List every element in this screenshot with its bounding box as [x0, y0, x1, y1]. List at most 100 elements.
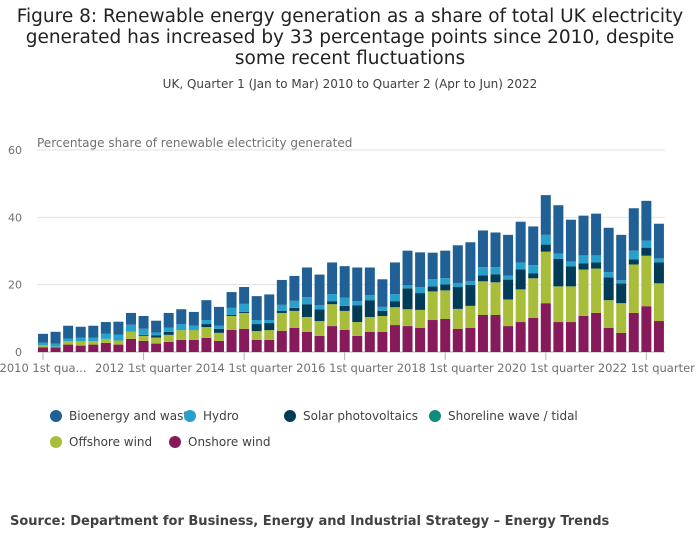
bar-segment-offshore-wind[interactable]: 2022 Q1 Offshore wind: 15 [641, 255, 652, 307]
bar-segment-solar-photovoltaics[interactable]: 2017 Q4 Solar photovoltaics: 1.5 [427, 286, 438, 292]
bar-2018-q4[interactable]: 2018 Q4 Onshore wind: 112018 Q4 Offshore… [477, 230, 488, 352]
bar-segment-hydro[interactable]: 2021 Q4 Hydro: 2.6 [628, 250, 639, 260]
bar-segment-solar-photovoltaics[interactable]: 2015 Q3 Solar photovoltaics: 3.5 [314, 309, 325, 322]
bar-segment-offshore-wind[interactable]: 2017 Q2 Offshore wind: 5 [402, 309, 413, 327]
bar-segment-bioenergy-and-waste[interactable]: 2013 Q3 Bioenergy and waste: 5.6 [213, 306, 224, 326]
bar-segment-solar-photovoltaics[interactable]: 2019 Q3 Solar photovoltaics: 5.9 [515, 269, 526, 290]
bar-segment-solar-photovoltaics[interactable]: 2018 Q2 Solar photovoltaics: 6.5 [452, 287, 463, 309]
bar-segment-solar-photovoltaics[interactable]: 2013 Q4 Solar photovoltaics: 0.3 [226, 314, 237, 316]
bar-2015-q3[interactable]: 2015 Q3 Onshore wind: 4.82015 Q3 Offshor… [314, 274, 325, 352]
bar-segment-offshore-wind[interactable]: 2012 Q2 Offshore wind: 1.8 [151, 337, 162, 344]
bar-segment-solar-photovoltaics[interactable]: 2021 Q4 Solar photovoltaics: 1.5 [628, 259, 639, 265]
bar-segment-hydro[interactable]: 2010 Q1 Hydro: 0.8 [38, 342, 48, 346]
bar-segment-offshore-wind[interactable]: 2019 Q1 Offshore wind: 9.7 [490, 282, 501, 315]
bar-segment-onshore-wind[interactable]: 2019 Q2 Onshore wind: 7.7 [503, 326, 514, 352]
bar-segment-bioenergy-and-waste[interactable]: 2011 Q4 Bioenergy and waste: 3.5 [125, 312, 136, 325]
bar-segment-onshore-wind[interactable]: 2020 Q2 Onshore wind: 8.9 [553, 322, 564, 352]
bar-segment-hydro[interactable]: 2015 Q2 Hydro: 2.1 [301, 297, 312, 305]
bar-segment-offshore-wind[interactable]: 2015 Q4 Offshore wind: 6.5 [327, 304, 338, 327]
bar-2012-q1[interactable]: 2012 Q1 Onshore wind: 3.32012 Q1 Offshor… [138, 315, 149, 352]
bar-segment-onshore-wind[interactable]: 2018 Q2 Onshore wind: 6.9 [452, 328, 463, 352]
bar-segment-offshore-wind[interactable]: 2021 Q2 Offshore wind: 8.2 [603, 300, 614, 328]
bar-segment-offshore-wind[interactable]: 2011 Q2 Offshore wind: 1.2 [100, 338, 111, 343]
bar-2017-q3[interactable]: 2017 Q3 Onshore wind: 7.22017 Q3 Offshor… [415, 252, 426, 352]
bar-segment-bioenergy-and-waste[interactable]: 2021 Q1 Bioenergy and waste: 12.4 [591, 213, 602, 256]
bar-segment-bioenergy-and-waste[interactable]: 2014 Q2 Bioenergy and waste: 7.1 [251, 296, 262, 321]
bar-segment-onshore-wind[interactable]: 2014 Q2 Onshore wind: 3.6 [251, 339, 262, 352]
bar-segment-solar-photovoltaics[interactable]: 2022 Q2 Solar photovoltaics: 6.2 [653, 262, 664, 284]
bar-segment-solar-photovoltaics[interactable]: 2014 Q1 Solar photovoltaics: 0.3 [239, 311, 250, 313]
bar-segment-offshore-wind[interactable]: 2018 Q4 Offshore wind: 10 [477, 281, 488, 315]
bar-2020-q3[interactable]: 2020 Q3 Onshore wind: 8.92020 Q3 Offshor… [565, 219, 576, 352]
bar-segment-offshore-wind[interactable]: 2011 Q4 Offshore wind: 2.1 [125, 331, 136, 339]
bar-segment-onshore-wind[interactable]: 2021 Q3 Onshore wind: 5.7 [616, 332, 627, 352]
bar-segment-hydro[interactable]: 2021 Q3 Hydro: 0.9 [616, 280, 627, 284]
bar-segment-bioenergy-and-waste[interactable]: 2016 Q1 Bioenergy and waste: 9.4 [339, 266, 350, 298]
bar-segment-onshore-wind[interactable]: 2020 Q4 Onshore wind: 10.7 [578, 315, 589, 352]
bar-segment-bioenergy-and-waste[interactable]: 2017 Q3 Bioenergy and waste: 10.3 [415, 252, 426, 288]
bar-segment-offshore-wind[interactable]: 2014 Q4 Offshore wind: 5.3 [276, 312, 287, 331]
bar-segment-bioenergy-and-waste[interactable]: 2020 Q3 Bioenergy and waste: 12.4 [565, 219, 576, 262]
bar-segment-solar-photovoltaics[interactable]: 2022 Q1 Solar photovoltaics: 2.4 [641, 247, 652, 256]
bar-segment-offshore-wind[interactable]: 2019 Q4 Offshore wind: 11.8 [528, 278, 539, 318]
bar-segment-onshore-wind[interactable]: 2018 Q4 Onshore wind: 11 [477, 314, 488, 352]
bar-segment-hydro[interactable]: 2016 Q4 Hydro: 1.2 [377, 306, 388, 311]
bar-segment-onshore-wind[interactable]: 2021 Q2 Onshore wind: 7.2 [603, 327, 614, 352]
bar-segment-hydro[interactable]: 2021 Q2 Hydro: 1.5 [603, 272, 614, 278]
bar-segment-solar-photovoltaics[interactable]: 2016 Q1 Solar photovoltaics: 1.5 [339, 305, 350, 311]
bar-2013-q1[interactable]: 2013 Q1 Onshore wind: 3.62013 Q1 Offshor… [188, 311, 199, 352]
bar-segment-hydro[interactable]: 2022 Q2 Hydro: 1.2 [653, 258, 664, 263]
bar-segment-solar-photovoltaics[interactable]: 2012 Q1 Solar photovoltaics: 0.3 [138, 334, 149, 336]
bar-segment-onshore-wind[interactable]: 2012 Q2 Onshore wind: 2.5 [151, 343, 162, 352]
bar-2011-q2[interactable]: 2011 Q2 Onshore wind: 2.72011 Q2 Offshor… [100, 322, 111, 352]
bar-segment-offshore-wind[interactable]: 2021 Q4 Offshore wind: 14.4 [628, 264, 639, 313]
bar-2017-q2[interactable]: 2017 Q2 Onshore wind: 7.72017 Q2 Offshor… [402, 250, 413, 352]
bar-segment-offshore-wind[interactable]: 2016 Q4 Offshore wind: 4.7 [377, 315, 388, 332]
bar-segment-onshore-wind[interactable]: 2011 Q1 Onshore wind: 2.2 [88, 344, 99, 352]
bar-segment-onshore-wind[interactable]: 2010 Q3 Onshore wind: 2.2 [63, 344, 74, 352]
bar-segment-onshore-wind[interactable]: 2021 Q4 Onshore wind: 11.6 [628, 312, 639, 352]
bar-segment-solar-photovoltaics[interactable]: 2016 Q4 Solar photovoltaics: 1.5 [377, 310, 388, 316]
bar-segment-solar-photovoltaics[interactable]: 2019 Q2 Solar photovoltaics: 5.9 [503, 279, 514, 300]
bar-segment-hydro[interactable]: 2013 Q1 Hydro: 1.2 [188, 325, 199, 330]
bar-segment-offshore-wind[interactable]: 2013 Q4 Offshore wind: 4.1 [226, 315, 237, 330]
bar-segment-onshore-wind[interactable]: 2011 Q4 Onshore wind: 3.9 [125, 338, 136, 352]
bar-segment-onshore-wind[interactable]: 2013 Q3 Onshore wind: 3.3 [213, 340, 224, 352]
bar-segment-hydro[interactable]: 2011 Q3 Hydro: 1.8 [113, 334, 124, 341]
bar-segment-bioenergy-and-waste[interactable]: 2015 Q3 Bioenergy and waste: 9.1 [314, 274, 325, 306]
bar-segment-hydro[interactable]: 2017 Q2 Hydro: 0.9 [402, 285, 413, 289]
bar-segment-offshore-wind[interactable]: 2015 Q1 Offshore wind: 5 [289, 310, 300, 328]
legend-item-offshore-wind[interactable]: Offshore wind [50, 435, 152, 449]
bar-segment-offshore-wind[interactable]: 2010 Q4 Offshore wind: 1.3 [75, 341, 86, 346]
bar-segment-bioenergy-and-waste[interactable]: 2021 Q2 Bioenergy and waste: 13.2 [603, 227, 614, 273]
bar-segment-hydro[interactable]: 2020 Q4 Hydro: 2.4 [578, 255, 589, 264]
bar-2014-q2[interactable]: 2014 Q2 Onshore wind: 3.62014 Q2 Offshor… [251, 296, 262, 352]
bar-segment-bioenergy-and-waste[interactable]: 2011 Q1 Bioenergy and waste: 3.5 [88, 325, 99, 338]
bar-2012-q2[interactable]: 2012 Q2 Onshore wind: 2.52012 Q2 Offshor… [151, 320, 162, 352]
bar-segment-solar-photovoltaics[interactable]: 2015 Q2 Solar photovoltaics: 3.8 [301, 304, 312, 317]
bar-segment-onshore-wind[interactable]: 2015 Q4 Onshore wind: 7.7 [327, 326, 338, 352]
bar-segment-solar-photovoltaics[interactable]: 2019 Q4 Solar photovoltaics: 1.5 [528, 273, 539, 279]
bar-2015-q4[interactable]: 2015 Q4 Onshore wind: 7.72015 Q4 Offshor… [327, 262, 338, 352]
bar-segment-bioenergy-and-waste[interactable]: 2022 Q1 Bioenergy and waste: 11.8 [641, 200, 652, 241]
bar-segment-bioenergy-and-waste[interactable]: 2016 Q3 Bioenergy and waste: 8.2 [364, 267, 375, 296]
bar-segment-solar-photovoltaics[interactable]: 2014 Q2 Solar photovoltaics: 2.1 [251, 324, 262, 332]
bar-2018-q2[interactable]: 2018 Q2 Onshore wind: 6.92018 Q2 Offshor… [452, 245, 463, 352]
bar-segment-hydro[interactable]: 2017 Q4 Hydro: 2.1 [427, 279, 438, 287]
bar-segment-offshore-wind[interactable]: 2017 Q4 Offshore wind: 8.5 [427, 291, 438, 321]
bar-segment-offshore-wind[interactable]: 2014 Q1 Offshore wind: 4.7 [239, 312, 250, 329]
bar-segment-hydro[interactable]: 2014 Q1 Hydro: 2.4 [239, 303, 250, 312]
bar-2020-q2[interactable]: 2020 Q2 Onshore wind: 8.92020 Q2 Offshor… [553, 205, 564, 352]
bar-segment-hydro[interactable]: 2016 Q2 Hydro: 1.2 [352, 301, 363, 306]
bar-segment-offshore-wind[interactable]: 2022 Q2 Offshore wind: 11.2 [653, 283, 664, 322]
bar-segment-onshore-wind[interactable]: 2017 Q2 Onshore wind: 7.7 [402, 326, 413, 352]
bar-segment-solar-photovoltaics[interactable]: 2014 Q3 Solar photovoltaics: 2.1 [264, 323, 275, 331]
bar-segment-bioenergy-and-waste[interactable]: 2013 Q2 Bioenergy and waste: 5.9 [201, 300, 212, 321]
bar-2021-q3[interactable]: 2021 Q3 Onshore wind: 5.72021 Q3 Offshor… [616, 234, 627, 352]
bar-2017-q4[interactable]: 2017 Q4 Onshore wind: 9.52017 Q4 Offshor… [427, 252, 438, 352]
bar-segment-bioenergy-and-waste[interactable]: 2014 Q3 Bioenergy and waste: 7.6 [264, 294, 275, 321]
bar-segment-hydro[interactable]: 2018 Q4 Hydro: 2.4 [477, 267, 488, 276]
bar-segment-hydro[interactable]: 2021 Q1 Hydro: 2.1 [591, 255, 602, 263]
bar-segment-hydro[interactable]: 2018 Q3 Hydro: 1.2 [465, 280, 476, 286]
bar-segment-solar-photovoltaics[interactable]: 2017 Q3 Solar photovoltaics: 5 [415, 293, 426, 310]
